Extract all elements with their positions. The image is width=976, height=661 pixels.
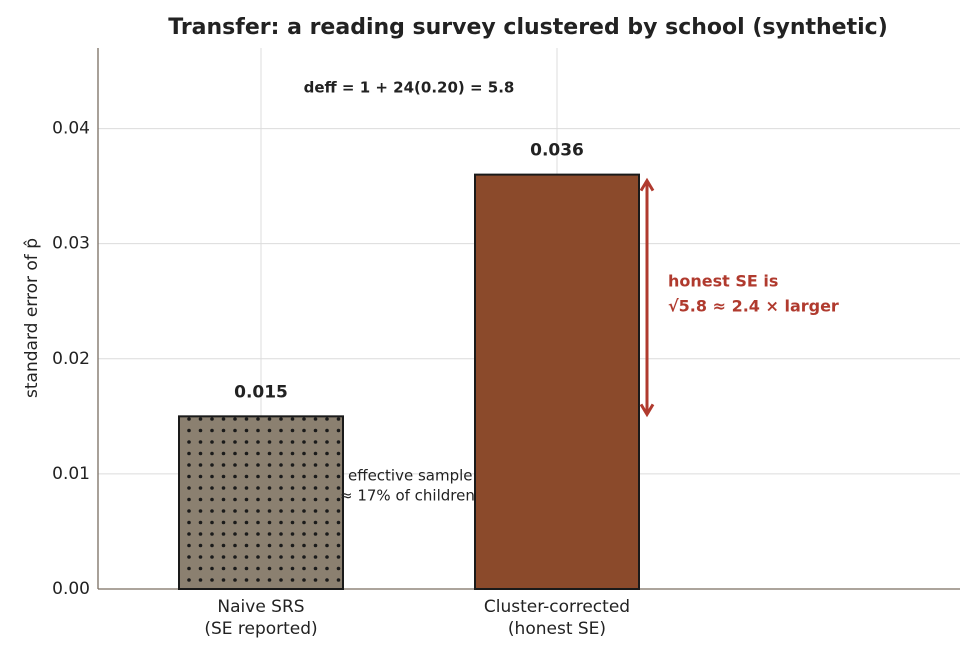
arrow-head [639,403,655,418]
annotation: honest SE is [668,272,778,291]
arrow-head [639,177,655,192]
x-tick-label: Cluster-corrected (honest SE) [484,597,630,639]
y-tick-label: 0.00 [52,579,90,599]
annotation: √5.8 ≈ 2.4 × larger [668,297,839,316]
y-tick-label: 0.01 [52,464,90,484]
annotation: ≈ 17% of children [340,487,475,505]
y-axis-label: standard error of p̂ [22,238,42,398]
y-tick-label: 0.04 [52,119,90,139]
bar [474,173,640,590]
annotation: effective sample [348,467,473,485]
value-label: 0.036 [530,141,584,161]
bar [178,415,344,590]
y-tick-label: 0.02 [52,349,90,369]
x-tick-label: Naive SRS (SE reported) [204,597,317,639]
chart-title: Transfer: a reading survey clustered by … [168,15,888,40]
annotation: deff = 1 + 24(0.20) = 5.8 [304,79,515,97]
y-tick-label: 0.03 [52,234,90,254]
value-label: 0.015 [234,382,288,402]
